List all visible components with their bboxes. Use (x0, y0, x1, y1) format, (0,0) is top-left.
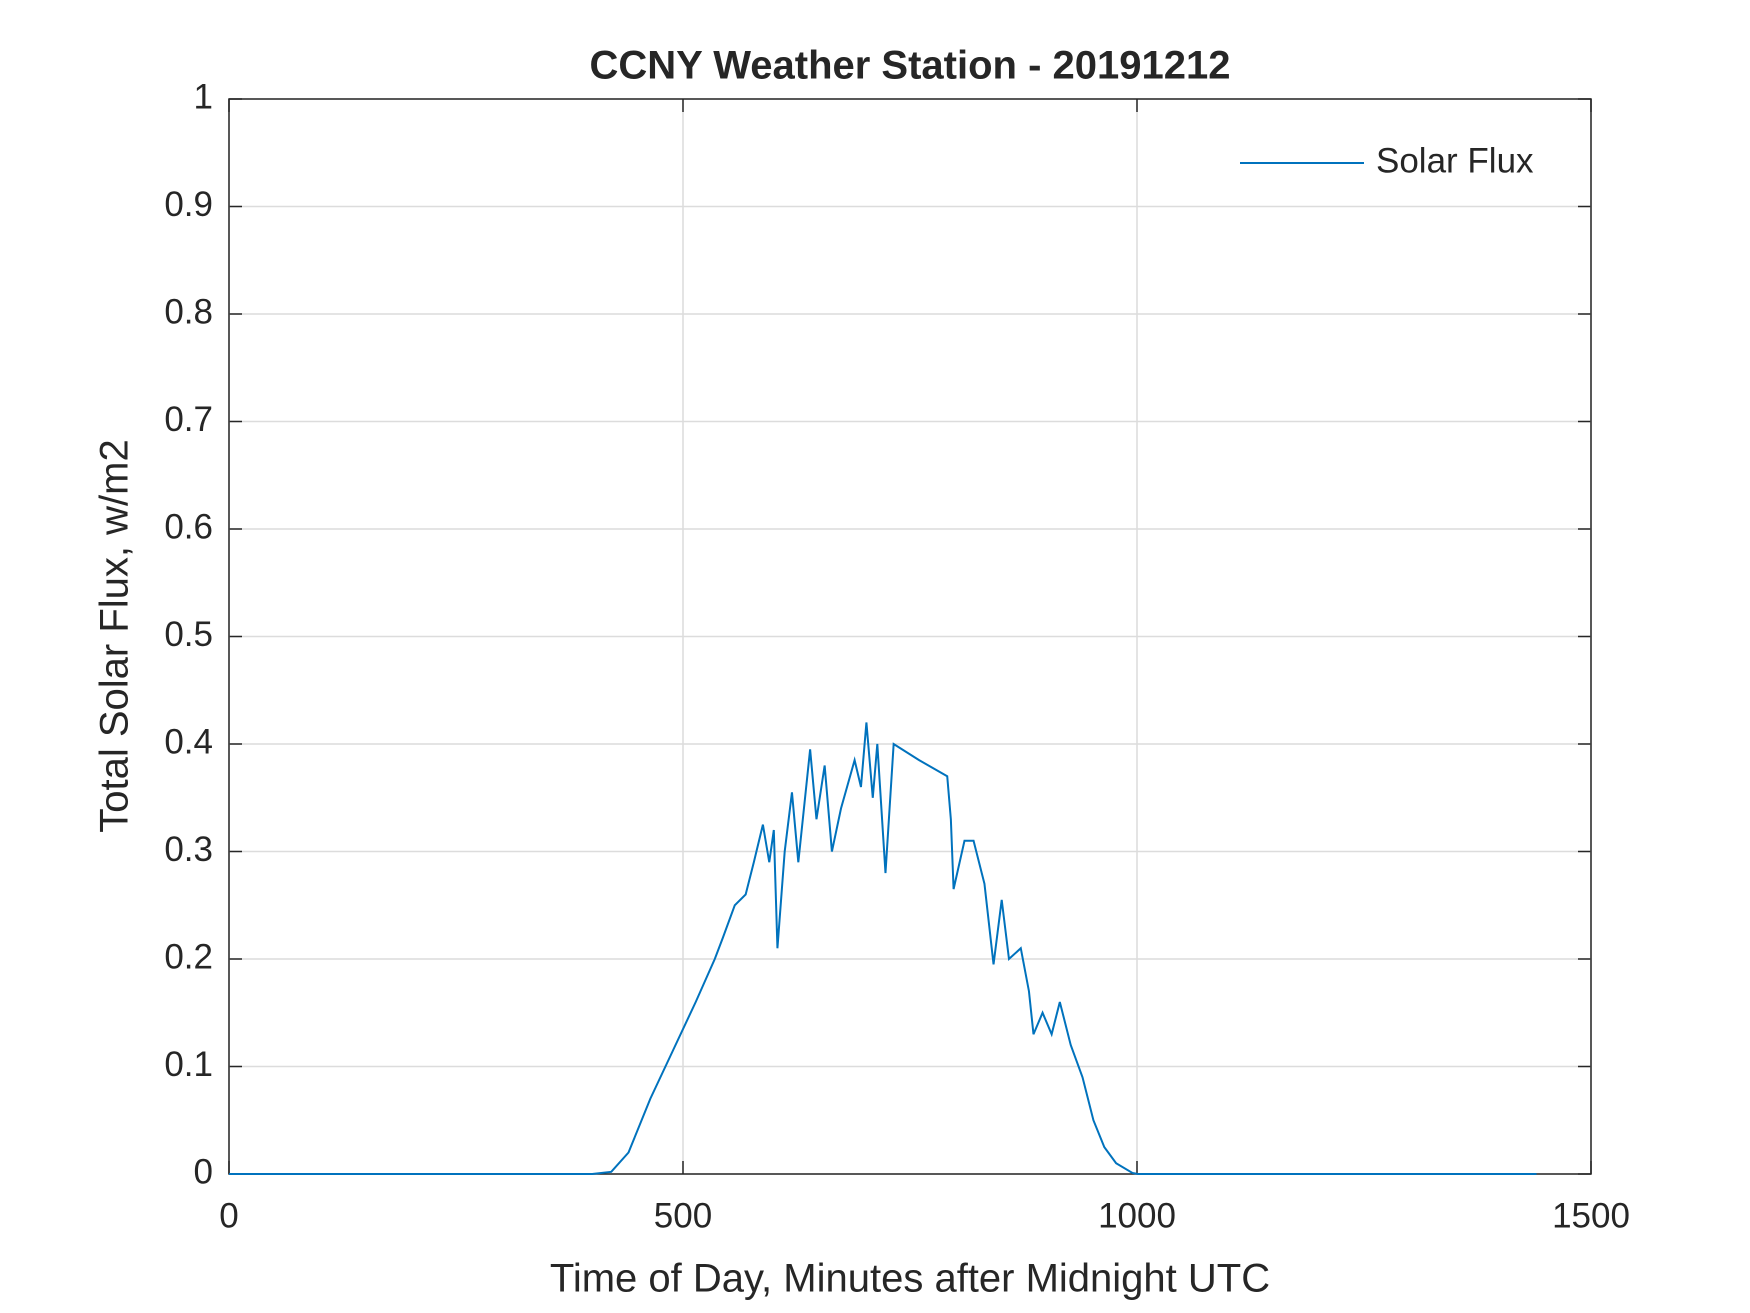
x-tick-label: 500 (654, 1196, 712, 1235)
x-tick-label: 1000 (1098, 1196, 1176, 1235)
y-tick-label: 0.2 (164, 937, 213, 976)
x-tick-label: 0 (219, 1196, 238, 1235)
x-tick-label: 1500 (1552, 1196, 1630, 1235)
y-tick-label: 0.9 (164, 185, 213, 224)
y-tick-label: 0.7 (164, 400, 213, 439)
chart-title: CCNY Weather Station - 20191212 (590, 44, 1231, 88)
y-tick-label: 0.1 (164, 1045, 213, 1084)
y-tick-label: 0.8 (164, 292, 213, 331)
y-tick-label: 0.3 (164, 830, 213, 869)
data-line (229, 722, 1537, 1175)
y-tick-label: 0.6 (164, 507, 213, 546)
x-axis-label: Time of Day, Minutes after Midnight UTC (550, 1257, 1270, 1301)
y-axis-label: Total Solar Flux, w/m2 (93, 439, 137, 832)
y-tick-label: 0.4 (164, 722, 213, 761)
y-tick-label: 0.5 (164, 615, 213, 654)
y-tick-label: 1 (194, 77, 213, 116)
plot-frame (228, 98, 1592, 1175)
legend-label: Solar Flux (1376, 141, 1534, 180)
y-tick-label: 0 (194, 1152, 213, 1191)
